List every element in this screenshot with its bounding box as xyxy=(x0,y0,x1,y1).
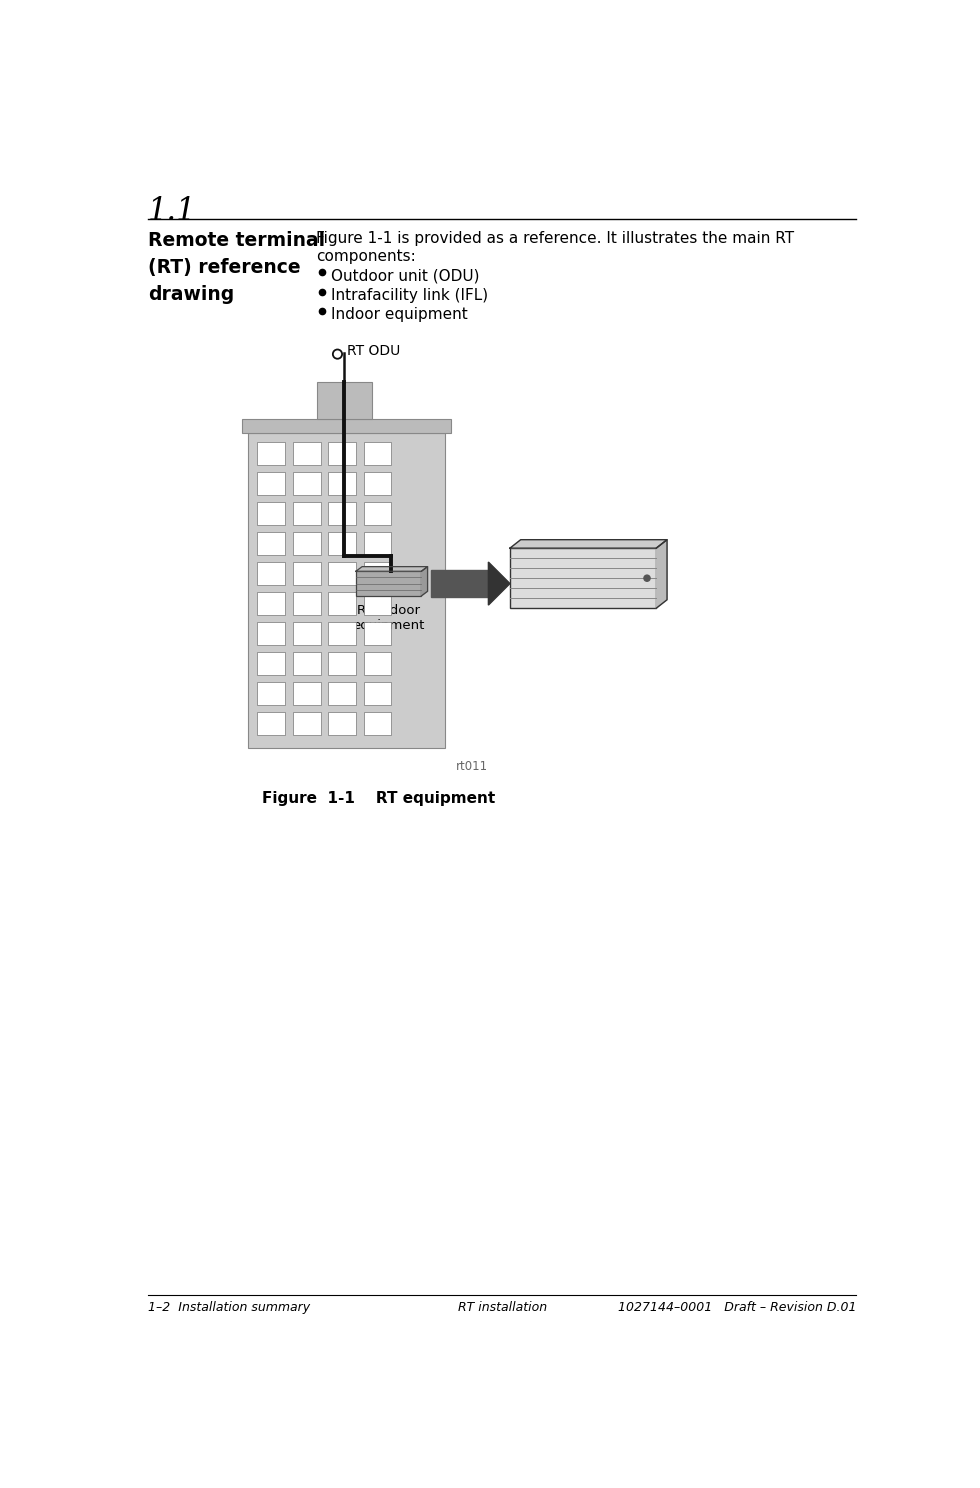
Text: RT indoor
equipment: RT indoor equipment xyxy=(353,604,425,631)
Text: Remote terminal
(RT) reference
drawing: Remote terminal (RT) reference drawing xyxy=(148,231,325,305)
Polygon shape xyxy=(431,570,488,598)
Bar xyxy=(258,682,285,705)
Bar xyxy=(328,501,356,525)
Bar xyxy=(364,501,391,525)
Bar xyxy=(328,533,356,555)
Polygon shape xyxy=(510,540,667,548)
Text: components:: components: xyxy=(316,248,416,263)
Bar xyxy=(510,548,657,609)
Bar xyxy=(258,472,285,496)
Bar xyxy=(328,622,356,646)
Bar xyxy=(364,622,391,646)
Bar xyxy=(248,433,445,748)
Bar xyxy=(293,592,320,615)
Bar xyxy=(317,382,372,418)
Bar xyxy=(364,562,391,585)
Polygon shape xyxy=(488,562,510,606)
Polygon shape xyxy=(657,540,667,609)
Bar xyxy=(242,418,451,433)
Bar xyxy=(364,472,391,496)
Text: 1.1: 1.1 xyxy=(148,195,197,226)
Bar xyxy=(328,592,356,615)
Text: rt011: rt011 xyxy=(456,760,488,772)
Text: Intrafacility link (IFL): Intrafacility link (IFL) xyxy=(331,287,488,304)
Bar xyxy=(364,652,391,676)
Bar xyxy=(356,571,421,595)
Text: 1027144–0001   Draft – Revision D.01: 1027144–0001 Draft – Revision D.01 xyxy=(618,1301,857,1314)
Polygon shape xyxy=(421,567,427,595)
Circle shape xyxy=(333,350,342,359)
Bar xyxy=(328,472,356,496)
Text: RT ODU: RT ODU xyxy=(347,344,400,359)
Polygon shape xyxy=(356,567,427,571)
Bar xyxy=(293,472,320,496)
Bar xyxy=(364,442,391,464)
Text: IFL: IFL xyxy=(398,567,418,582)
Bar xyxy=(293,501,320,525)
Bar xyxy=(293,442,320,464)
Bar xyxy=(293,622,320,646)
Bar xyxy=(328,652,356,676)
Text: RT installation: RT installation xyxy=(458,1301,547,1314)
Circle shape xyxy=(644,574,650,582)
Bar xyxy=(364,682,391,705)
Text: Indoor equipment: Indoor equipment xyxy=(331,307,468,321)
Bar xyxy=(293,533,320,555)
Text: 1–2  Installation summary: 1–2 Installation summary xyxy=(148,1301,311,1314)
Bar xyxy=(258,501,285,525)
Bar xyxy=(258,652,285,676)
Text: IDU: IDU xyxy=(520,571,546,585)
Bar xyxy=(328,682,356,705)
Bar xyxy=(258,622,285,646)
Bar xyxy=(258,533,285,555)
Text: Outdoor unit (ODU): Outdoor unit (ODU) xyxy=(331,269,480,284)
Bar xyxy=(258,592,285,615)
Text: Figure 1-1 is provided as a reference. It illustrates the main RT: Figure 1-1 is provided as a reference. I… xyxy=(316,231,794,246)
Bar xyxy=(293,713,320,735)
Bar xyxy=(293,562,320,585)
Bar xyxy=(258,562,285,585)
Bar xyxy=(258,713,285,735)
Bar xyxy=(293,682,320,705)
Text: Figure  1-1    RT equipment: Figure 1-1 RT equipment xyxy=(263,790,496,805)
Bar xyxy=(328,442,356,464)
Bar xyxy=(293,652,320,676)
Bar xyxy=(364,713,391,735)
Bar xyxy=(364,592,391,615)
Bar xyxy=(328,713,356,735)
Bar xyxy=(258,442,285,464)
Bar xyxy=(364,533,391,555)
Bar xyxy=(328,562,356,585)
